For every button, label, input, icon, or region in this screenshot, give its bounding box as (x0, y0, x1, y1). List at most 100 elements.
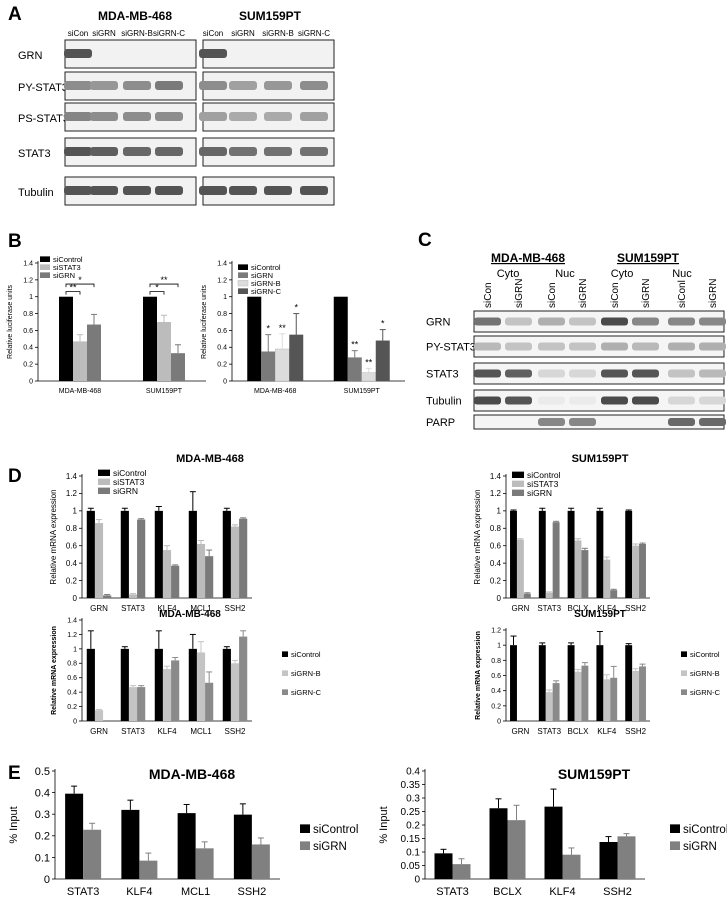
x-tick-label: SSH2 (625, 604, 646, 613)
blot-band (505, 317, 532, 326)
x-tick-label: MCL1 (190, 604, 212, 613)
y-tick-label: 0.4 (35, 787, 50, 799)
x-tick-label: KLF4 (157, 727, 177, 736)
blot-band (505, 342, 532, 351)
legend-swatch (237, 280, 249, 287)
bar (94, 710, 104, 721)
blot-band (601, 396, 628, 405)
bar (196, 652, 206, 721)
y-tick-label: 0.8 (490, 524, 502, 533)
x-tick-label: SUM159PT (344, 388, 381, 395)
blot-band (668, 418, 695, 426)
blot-band (300, 81, 328, 90)
y-tick-label: 1.2 (491, 627, 501, 634)
bar (120, 510, 129, 598)
bar (162, 550, 172, 598)
y-axis-label: % Input (378, 806, 390, 843)
bar (162, 669, 172, 721)
blot-band (123, 147, 151, 156)
bar (154, 648, 163, 721)
legend-label: siGRN-B (251, 279, 281, 288)
blot-band (199, 81, 227, 90)
blot-band (155, 81, 183, 90)
bar (205, 556, 214, 598)
legend-label: siControl (690, 650, 720, 659)
blot-a-lane-label: siCon (68, 29, 88, 38)
bar (347, 357, 362, 381)
blot-c-lane-label: siCon (547, 282, 558, 308)
legend-label: siControl (683, 824, 727, 836)
y-tick-label: 0.6 (66, 542, 78, 551)
x-tick-label: BCLX (493, 886, 522, 898)
bar (128, 594, 138, 598)
chart-title: MDA-MB-468 (149, 766, 236, 782)
panel-letter-b: B (8, 231, 22, 252)
y-tick-label: 0.6 (491, 673, 501, 680)
bar (545, 592, 553, 598)
blot-c-lane-label: siGRN (578, 279, 589, 308)
blot-band (538, 342, 565, 351)
blot-band (264, 112, 292, 121)
bar (137, 687, 146, 721)
blot-band (601, 317, 628, 326)
legend-swatch (282, 689, 288, 695)
bar (375, 340, 390, 381)
blot-c-title-mda: MDA-MB-468 (491, 251, 565, 265)
y-tick-label: 1.2 (490, 489, 502, 498)
blot-c-title-sum: SUM159PT (617, 251, 680, 265)
bar (639, 666, 646, 721)
bar (171, 565, 180, 598)
y-tick-label: 0 (29, 378, 33, 385)
y-tick-label: 0.35 (401, 780, 421, 791)
bar (567, 510, 575, 598)
bar (157, 322, 171, 381)
blot-a-title-mda: MDA-MB-468 (98, 9, 172, 23)
blot-band (668, 396, 695, 405)
bar (154, 510, 163, 598)
blot-band (538, 369, 565, 378)
bar (434, 853, 453, 879)
legend-label: siSTAT3 (53, 263, 81, 272)
bar (86, 510, 95, 598)
y-tick-label: 1.4 (217, 260, 227, 267)
y-tick-label: 0.4 (491, 688, 501, 695)
blot-band (668, 317, 695, 326)
panel-letter-c: C (418, 230, 432, 251)
y-tick-label: 0.1 (406, 848, 420, 859)
y-axis-label: Relative mRNA expression (475, 631, 482, 720)
blot-band (64, 81, 92, 90)
blot-c-fraction-label: Nuc (555, 268, 575, 280)
y-tick-label: 0.8 (23, 311, 33, 318)
legend-label: siGRN (53, 271, 75, 280)
blot-band (90, 186, 118, 195)
blot-c-row-label: GRN (426, 317, 451, 329)
bar (94, 523, 104, 598)
blot-a-title-sum: SUM159PT (239, 9, 302, 23)
bar (581, 550, 589, 598)
blot-band (632, 369, 659, 378)
blot-band (538, 317, 565, 326)
y-tick-label: 0.2 (23, 362, 33, 369)
blot-band (155, 147, 183, 156)
x-tick-label: SSH2 (225, 727, 246, 736)
bar (139, 860, 158, 879)
bar (239, 518, 248, 598)
blot-band (199, 147, 227, 156)
legend-swatch (282, 670, 288, 676)
blot-band (90, 81, 118, 90)
legend-label: siControl (53, 255, 83, 264)
legend-swatch (238, 272, 248, 278)
x-tick-label: GRN (512, 727, 530, 736)
chart-d-top-left: MDA-MB-468 0 0.2 0.4 0.6 0.8 1 1.2 1.4 Relative m… (49, 453, 252, 613)
bar (552, 522, 560, 598)
bar (596, 510, 604, 598)
bar (632, 670, 640, 721)
bar (538, 645, 546, 721)
x-tick-label: KLF4 (126, 886, 152, 898)
legend-label: siGRN (113, 486, 138, 496)
x-tick-label: MDA-MB-468 (59, 388, 102, 395)
bar (205, 682, 214, 721)
y-tick-label: 0.8 (66, 524, 78, 533)
blot-band (64, 186, 92, 195)
legend-label: siGRN-C (690, 688, 721, 697)
